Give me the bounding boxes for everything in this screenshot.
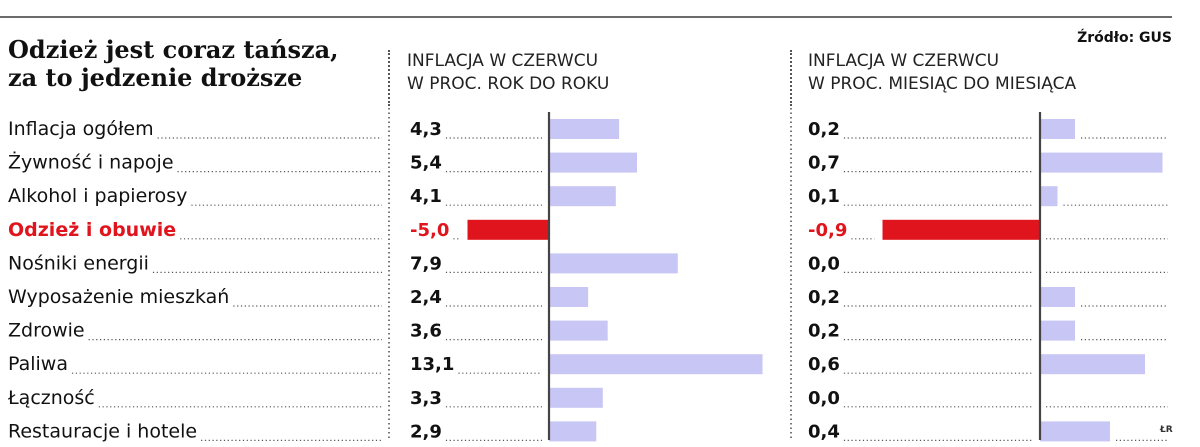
bar bbox=[1040, 421, 1110, 442]
value-label: 0,2 bbox=[808, 119, 840, 140]
bar bbox=[1040, 320, 1075, 341]
bar bbox=[549, 421, 597, 442]
panel-mom-title-line2: W PROC. MIESIĄC DO MIESIĄCA bbox=[808, 74, 1077, 94]
bar bbox=[549, 320, 608, 341]
chart-title-line1: Odzież jest coraz tańsza, bbox=[8, 35, 339, 64]
bar bbox=[467, 219, 549, 240]
bar bbox=[1040, 354, 1145, 375]
bar bbox=[1040, 119, 1075, 139]
bar bbox=[1040, 287, 1075, 307]
row-label: Łączność bbox=[7, 387, 95, 409]
bar bbox=[549, 354, 763, 375]
value-label: 2,9 bbox=[410, 421, 442, 442]
value-label: -5,0 bbox=[410, 220, 449, 241]
panel-mom-header: INFLACJA W CZERWCU W PROC. MIESIĄC DO MI… bbox=[808, 50, 1076, 96]
value-label: 4,3 bbox=[410, 119, 442, 140]
bar bbox=[549, 387, 603, 408]
row-label: Alkohol i papierosy bbox=[8, 185, 187, 207]
value-label: 0,4 bbox=[808, 421, 840, 442]
bar bbox=[549, 152, 638, 173]
value-label: 0,2 bbox=[808, 321, 840, 342]
value-label: 5,4 bbox=[410, 153, 442, 174]
credit-label: ŁR bbox=[1160, 425, 1173, 435]
value-label: 3,3 bbox=[410, 388, 442, 409]
row-label: Nośniki energii bbox=[8, 252, 149, 274]
panel-yoy-title-line1: INFLACJA W CZERWCU bbox=[407, 51, 599, 71]
row-label: Żywność i napoje bbox=[8, 151, 174, 174]
row-label: Wyposażenie mieszkań bbox=[8, 286, 229, 308]
value-label: -0,9 bbox=[808, 220, 847, 241]
value-label: 0,0 bbox=[808, 253, 840, 274]
value-label: 0,7 bbox=[808, 153, 840, 174]
panel-mom-title-line1: INFLACJA W CZERWCU bbox=[808, 51, 1000, 71]
bar bbox=[1040, 152, 1163, 173]
row-label: Inflacja ogółem bbox=[8, 118, 154, 140]
bar bbox=[882, 219, 1040, 240]
bar bbox=[549, 287, 589, 307]
value-label: 7,9 bbox=[410, 253, 442, 274]
panel-yoy-title-line2: W PROC. ROK DO ROKU bbox=[407, 74, 610, 94]
header-separator-right bbox=[790, 50, 792, 106]
row-label: Restauracje i hotele bbox=[8, 420, 197, 442]
chart-title-line2: za to jedzenie droższe bbox=[8, 63, 303, 92]
value-label: 4,1 bbox=[410, 186, 442, 207]
bar bbox=[549, 253, 678, 274]
value-label: 3,6 bbox=[410, 321, 442, 342]
value-label: 0,6 bbox=[808, 354, 840, 375]
bar bbox=[549, 186, 616, 207]
header-separator-left bbox=[388, 50, 390, 106]
row-label: Zdrowie bbox=[8, 320, 85, 342]
bar bbox=[549, 119, 620, 139]
value-label: 0,1 bbox=[808, 186, 840, 207]
top-rule bbox=[0, 16, 1172, 18]
value-label: 0,2 bbox=[808, 287, 840, 308]
value-label: 0,0 bbox=[808, 388, 840, 409]
chart-title: Odzież jest coraz tańsza, za to jedzenie… bbox=[8, 36, 339, 92]
value-label: 2,4 bbox=[410, 287, 442, 308]
panel-yoy-header: INFLACJA W CZERWCU W PROC. ROK DO ROKU bbox=[407, 50, 609, 96]
row-label: Odzież i obuwie bbox=[8, 219, 176, 241]
row-label: Paliwa bbox=[8, 353, 68, 375]
bar bbox=[1040, 186, 1058, 207]
value-label: 13,1 bbox=[410, 354, 454, 375]
source-label: Źródło: GUS bbox=[1077, 30, 1172, 46]
